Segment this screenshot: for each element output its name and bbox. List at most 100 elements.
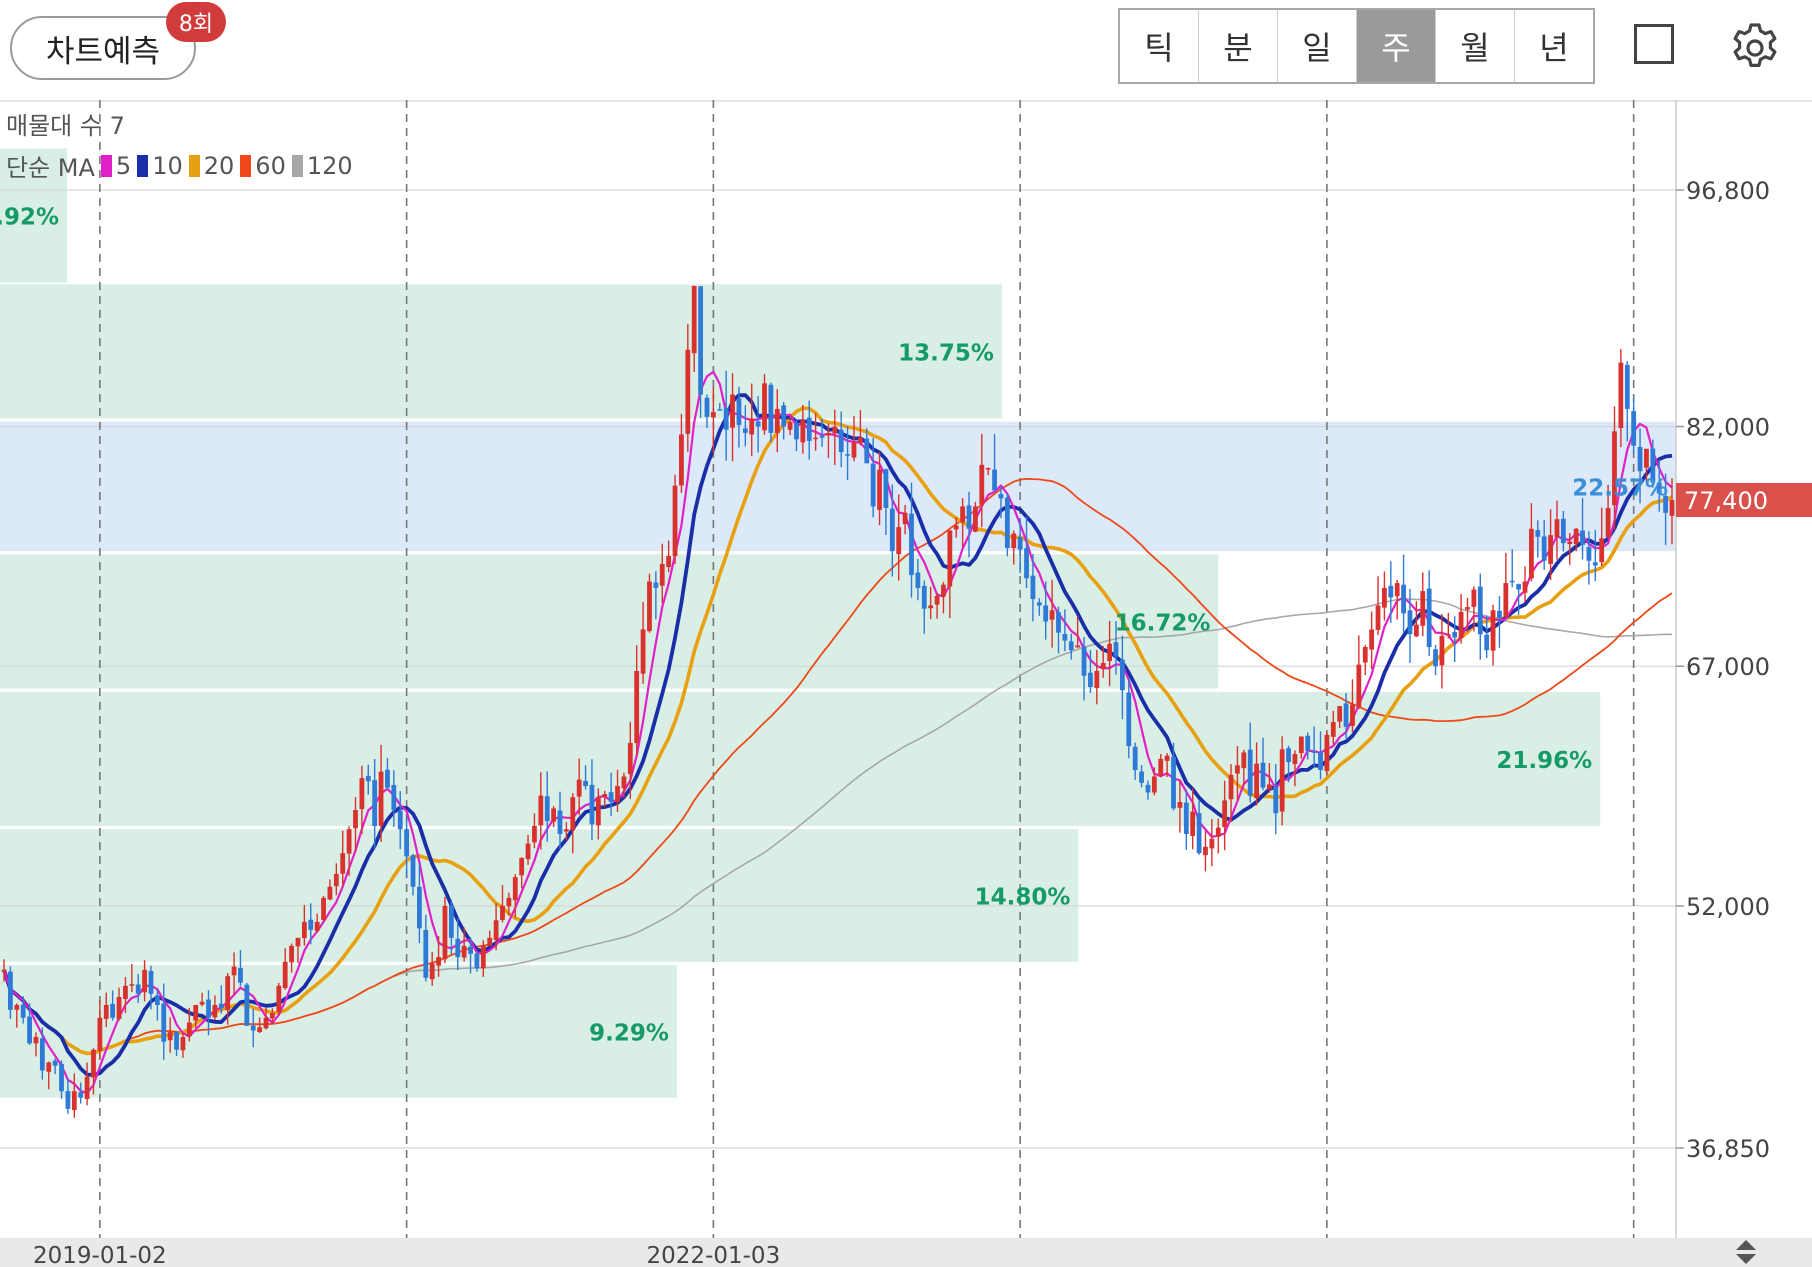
- ma-legend[interactable]: 단순 MA 5 10 20 60 120: [6, 148, 355, 183]
- period-day-button[interactable]: 일: [1278, 10, 1357, 82]
- candle-body: [794, 423, 799, 440]
- price-chart[interactable]: 0.92% 13.75% 22.57% 16.72% 21.96% 14.80% 9.29%…: [0, 100, 1812, 1267]
- period-minute-button[interactable]: 분: [1199, 10, 1278, 82]
- candle-body: [1279, 749, 1285, 812]
- candle: [1529, 503, 1534, 582]
- candle: [1586, 531, 1592, 585]
- candle-body: [813, 437, 819, 440]
- candle-body: [218, 1003, 224, 1009]
- candle: [314, 913, 320, 933]
- candle: [659, 543, 665, 604]
- candle-body: [685, 349, 691, 434]
- candle: [813, 413, 819, 451]
- fullscreen-square-icon[interactable]: [1634, 24, 1674, 64]
- candle: [353, 797, 358, 852]
- candle: [1324, 731, 1330, 775]
- candle: [1209, 818, 1215, 867]
- candle-body: [1599, 538, 1605, 563]
- candle-body: [1318, 752, 1323, 771]
- candle-body: [538, 795, 544, 826]
- candle-body: [1433, 649, 1438, 667]
- candle: [167, 1017, 173, 1053]
- candle-body: [1132, 746, 1138, 771]
- candle: [39, 1027, 45, 1080]
- volume-profile-pct-label: 14.80%: [975, 885, 1071, 911]
- candle-body: [857, 437, 863, 443]
- candle: [1420, 572, 1426, 637]
- candle-body: [448, 905, 454, 938]
- candle: [762, 374, 767, 435]
- candle-body: [474, 953, 480, 969]
- gear-icon[interactable]: [1728, 18, 1782, 72]
- candle: [647, 573, 652, 633]
- candle-body: [257, 1027, 263, 1033]
- candle-body: [346, 829, 352, 854]
- candle: [1068, 633, 1074, 660]
- candle: [1190, 788, 1196, 850]
- candle: [1311, 726, 1317, 768]
- candle: [1477, 573, 1483, 660]
- candle: [826, 423, 831, 458]
- candle-body: [423, 929, 429, 978]
- candle-body: [723, 407, 729, 430]
- candle-body: [589, 784, 595, 825]
- candle: [1637, 428, 1643, 504]
- candle: [14, 1003, 20, 1028]
- candle-body: [97, 1017, 103, 1051]
- candle: [193, 1004, 199, 1028]
- candle: [59, 1060, 64, 1099]
- period-tick-button[interactable]: 틱: [1120, 10, 1199, 82]
- candle: [512, 874, 518, 918]
- ma10-label: 10: [152, 151, 183, 180]
- candle: [1337, 706, 1343, 729]
- candle: [116, 987, 122, 1021]
- candle-body: [1554, 519, 1560, 538]
- candle: [1522, 566, 1528, 603]
- chart-predict-button[interactable]: 차트예측: [10, 16, 196, 80]
- scroll-updown-icon[interactable]: [1732, 1238, 1760, 1266]
- candle-body: [557, 810, 563, 834]
- candle-body: [672, 485, 678, 557]
- candle-body: [1650, 448, 1656, 483]
- candle-body: [212, 1004, 218, 1018]
- candle-body: [883, 469, 889, 509]
- volume-profile-pct-label: 16.72%: [1115, 610, 1211, 636]
- period-year-button[interactable]: 년: [1515, 10, 1593, 82]
- candle-body: [429, 963, 435, 980]
- candle-body: [417, 886, 422, 929]
- candle-body: [231, 966, 237, 976]
- candle-body: [1375, 605, 1381, 630]
- candle-body: [1145, 784, 1151, 793]
- candle: [1100, 646, 1106, 678]
- period-month-button[interactable]: 월: [1436, 10, 1515, 82]
- candle: [570, 793, 576, 854]
- candle-body: [167, 1032, 173, 1041]
- candle-body: [1445, 634, 1451, 636]
- candle-body: [1465, 607, 1470, 610]
- candle: [301, 905, 307, 946]
- candle-body: [647, 581, 652, 632]
- volume-profile-indicator-label[interactable]: 매물대 수 7: [6, 112, 125, 140]
- volume-profile-zone: [0, 554, 1219, 689]
- candle: [308, 903, 314, 945]
- candle: [851, 416, 857, 462]
- candle-body: [1126, 692, 1132, 747]
- candle: [1318, 731, 1323, 780]
- candle-body: [1592, 562, 1598, 566]
- candle-body: [1024, 548, 1029, 579]
- candle: [46, 1061, 52, 1090]
- candle-body: [39, 1038, 45, 1071]
- candle-body: [391, 784, 397, 811]
- period-week-button[interactable]: 주: [1357, 10, 1436, 82]
- candle-body: [1382, 587, 1387, 608]
- candle: [576, 758, 582, 816]
- candle-body: [1056, 612, 1061, 633]
- candle-body: [1254, 763, 1259, 799]
- price-tick-label: 67,000: [1686, 653, 1770, 681]
- candle: [257, 1017, 263, 1034]
- candle-body: [1509, 580, 1515, 583]
- candle: [1605, 484, 1611, 539]
- candle-body: [84, 1076, 90, 1099]
- candle: [1215, 818, 1221, 854]
- candle: [1088, 650, 1093, 694]
